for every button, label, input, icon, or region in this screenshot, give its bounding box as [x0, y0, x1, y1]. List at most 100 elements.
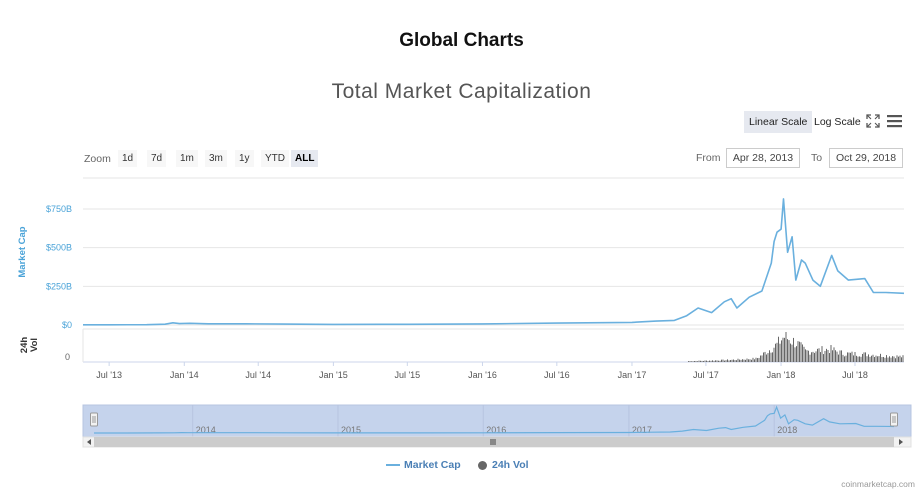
volume-bar — [761, 355, 763, 362]
market-cap-line — [83, 198, 905, 326]
volume-bar — [754, 359, 755, 362]
navigator-tick-label: 2014 — [196, 425, 216, 435]
volume-bar — [688, 361, 689, 362]
zoom-1d-button[interactable]: 1d — [118, 150, 138, 167]
volume-bar — [827, 349, 829, 362]
volume-bar — [884, 357, 886, 362]
volume-bar — [788, 340, 790, 362]
volume-bar — [797, 341, 799, 362]
volume-bar — [796, 346, 797, 362]
volume-bar — [734, 360, 736, 362]
legend-24h-vol[interactable]: 24h Vol — [478, 459, 529, 471]
zoom-label: Zoom — [84, 153, 111, 165]
navigator-handle-left[interactable] — [90, 412, 98, 427]
to-date-input[interactable]: Oct 29, 2018 — [829, 148, 903, 168]
navigator-tick-label: 2016 — [486, 425, 506, 435]
volume-bar — [751, 359, 752, 362]
volume-bar — [872, 354, 874, 362]
volume-bar — [802, 344, 803, 362]
zoom-all-button[interactable]: ALL — [291, 150, 319, 167]
volume-bar — [731, 359, 733, 362]
volume-bar — [866, 356, 868, 362]
volume-bar — [749, 359, 751, 362]
volume-bar — [883, 356, 884, 362]
volume-bar — [811, 352, 812, 362]
x-tick-label: Jan '18 — [767, 370, 796, 380]
navigator-handle-right[interactable] — [890, 412, 898, 427]
volume-bar — [691, 361, 692, 362]
volume-bar — [871, 355, 872, 362]
y-tick-label: $250B — [46, 281, 72, 291]
volume-bar — [896, 355, 898, 362]
from-label: From — [696, 152, 721, 164]
volume-bar — [767, 353, 769, 362]
log-scale-button[interactable]: Log Scale — [814, 116, 861, 128]
volume-bar — [845, 355, 847, 362]
x-tick-label: Jan '17 — [618, 370, 647, 380]
credits-link[interactable]: coinmarketcap.com — [841, 479, 915, 489]
volume-bar — [728, 360, 730, 362]
volume-bar — [721, 359, 722, 362]
volume-bar — [692, 361, 694, 362]
volume-bar — [698, 360, 700, 362]
volume-bar — [736, 360, 737, 362]
x-tick-label: Jan '15 — [319, 370, 348, 380]
volume-bar — [758, 357, 760, 362]
volume-bar — [823, 354, 824, 362]
navigator-line — [94, 405, 895, 434]
volume-bar — [901, 357, 902, 362]
volume-bar — [803, 346, 805, 362]
volume-bar — [820, 352, 821, 362]
fullscreen-icon[interactable] — [866, 114, 880, 128]
legend-market-cap[interactable]: Market Cap — [386, 459, 461, 471]
volume-bar — [701, 360, 703, 362]
zoom-1y-button[interactable]: 1y — [235, 150, 254, 167]
linear-scale-button[interactable]: Linear Scale — [744, 111, 813, 133]
scroll-right-arrow-icon[interactable] — [899, 439, 903, 445]
zoom-7d-button[interactable]: 7d — [147, 150, 167, 167]
zoom-ytd-button[interactable]: YTD — [261, 150, 289, 167]
legend-24h-vol-label: 24h Vol — [492, 459, 529, 471]
volume-bar — [892, 356, 893, 362]
scrollbar-thumb[interactable] — [94, 437, 894, 447]
volume-bar — [799, 341, 800, 362]
navigator-mask[interactable] — [82, 404, 912, 438]
volume-bar — [838, 354, 839, 362]
volume-bar — [719, 360, 721, 362]
volume-bar — [821, 346, 823, 362]
volume-bar — [868, 354, 869, 362]
volume-bar — [733, 359, 734, 362]
zoom-3m-button[interactable]: 3m — [205, 150, 227, 167]
x-tick-label: Jul '18 — [842, 370, 868, 380]
legend-line-icon — [386, 464, 400, 467]
volume-bar — [812, 351, 814, 362]
volume-bar — [787, 339, 788, 362]
volume-bar — [854, 352, 856, 362]
volume-bar — [715, 360, 716, 362]
volume-bar — [707, 361, 709, 362]
volume-bar — [727, 359, 728, 362]
volume-bar — [689, 361, 691, 362]
chart-title: Total Market Capitalization — [331, 80, 592, 103]
volume-bar — [794, 347, 796, 362]
volume-bar — [824, 350, 826, 362]
volume-bar — [808, 350, 809, 362]
volume-bar — [859, 356, 860, 362]
menu-icon[interactable] — [887, 114, 902, 128]
volume-bar — [829, 353, 830, 362]
x-tick-label: Jul '17 — [693, 370, 719, 380]
volume-bar — [778, 336, 779, 362]
volume-bar — [817, 348, 818, 362]
volume-bar — [755, 357, 757, 362]
scroll-left-arrow-icon[interactable] — [87, 439, 91, 445]
volume-bar — [890, 357, 892, 362]
from-date-input[interactable]: Apr 28, 2013 — [726, 148, 800, 168]
volume-bar — [793, 337, 794, 362]
volume-bar — [775, 343, 776, 362]
zoom-1m-button[interactable]: 1m — [176, 150, 198, 167]
volume-bar — [764, 351, 766, 362]
y-tick-label: $0 — [62, 320, 72, 330]
x-tick-label: Jan '14 — [170, 370, 199, 380]
volume-bar — [878, 356, 880, 362]
